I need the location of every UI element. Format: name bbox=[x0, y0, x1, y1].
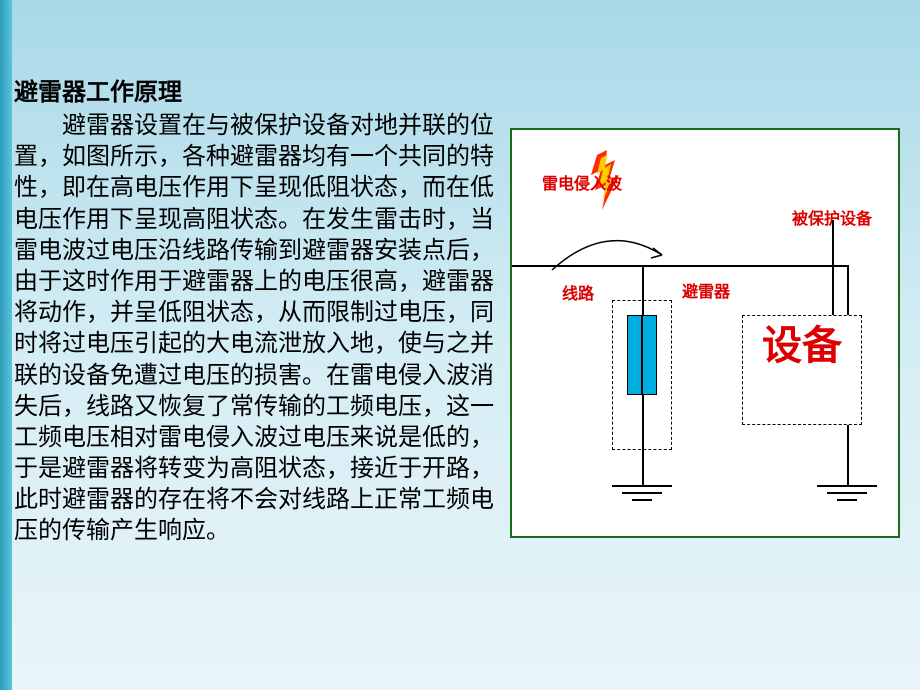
label-device: 设备 bbox=[762, 325, 810, 367]
surge-arrow-icon bbox=[547, 230, 667, 280]
label-lightning-wave: 雷电侵入波 bbox=[542, 170, 622, 194]
device-lead-top bbox=[847, 265, 849, 315]
arrester-dashed-box bbox=[612, 300, 672, 450]
arrester-ground-2 bbox=[622, 492, 662, 494]
label-protected-device: 被保护设备 bbox=[792, 205, 872, 229]
device-lead-bottom bbox=[847, 425, 849, 485]
lead-line-protected bbox=[832, 220, 834, 315]
device-ground-3 bbox=[837, 499, 857, 501]
label-arrester: 避雷器 bbox=[682, 278, 730, 302]
text-content: 避雷器工作原理 避雷器设置在与被保护设备对地并联的位置，如图所示，各种避雷器均有… bbox=[14, 72, 494, 548]
device-ground-1 bbox=[817, 485, 877, 487]
left-accent-bar bbox=[0, 0, 12, 690]
circuit-diagram: 雷电侵入波 被保护设备 线路 避雷器 设备 bbox=[512, 130, 898, 536]
main-line bbox=[512, 265, 847, 267]
label-line: 线路 bbox=[562, 280, 594, 304]
device-ground-2 bbox=[827, 492, 867, 494]
body-paragraph: 避雷器设置在与被保护设备对地并联的位置，如图所示，各种避雷器均有一个共同的特性，… bbox=[14, 111, 494, 548]
arrester-ground-1 bbox=[612, 485, 672, 487]
arrester-ground-3 bbox=[632, 499, 652, 501]
page-title: 避雷器工作原理 bbox=[14, 72, 494, 107]
diagram-container: 雷电侵入波 被保护设备 线路 避雷器 设备 bbox=[510, 128, 900, 538]
